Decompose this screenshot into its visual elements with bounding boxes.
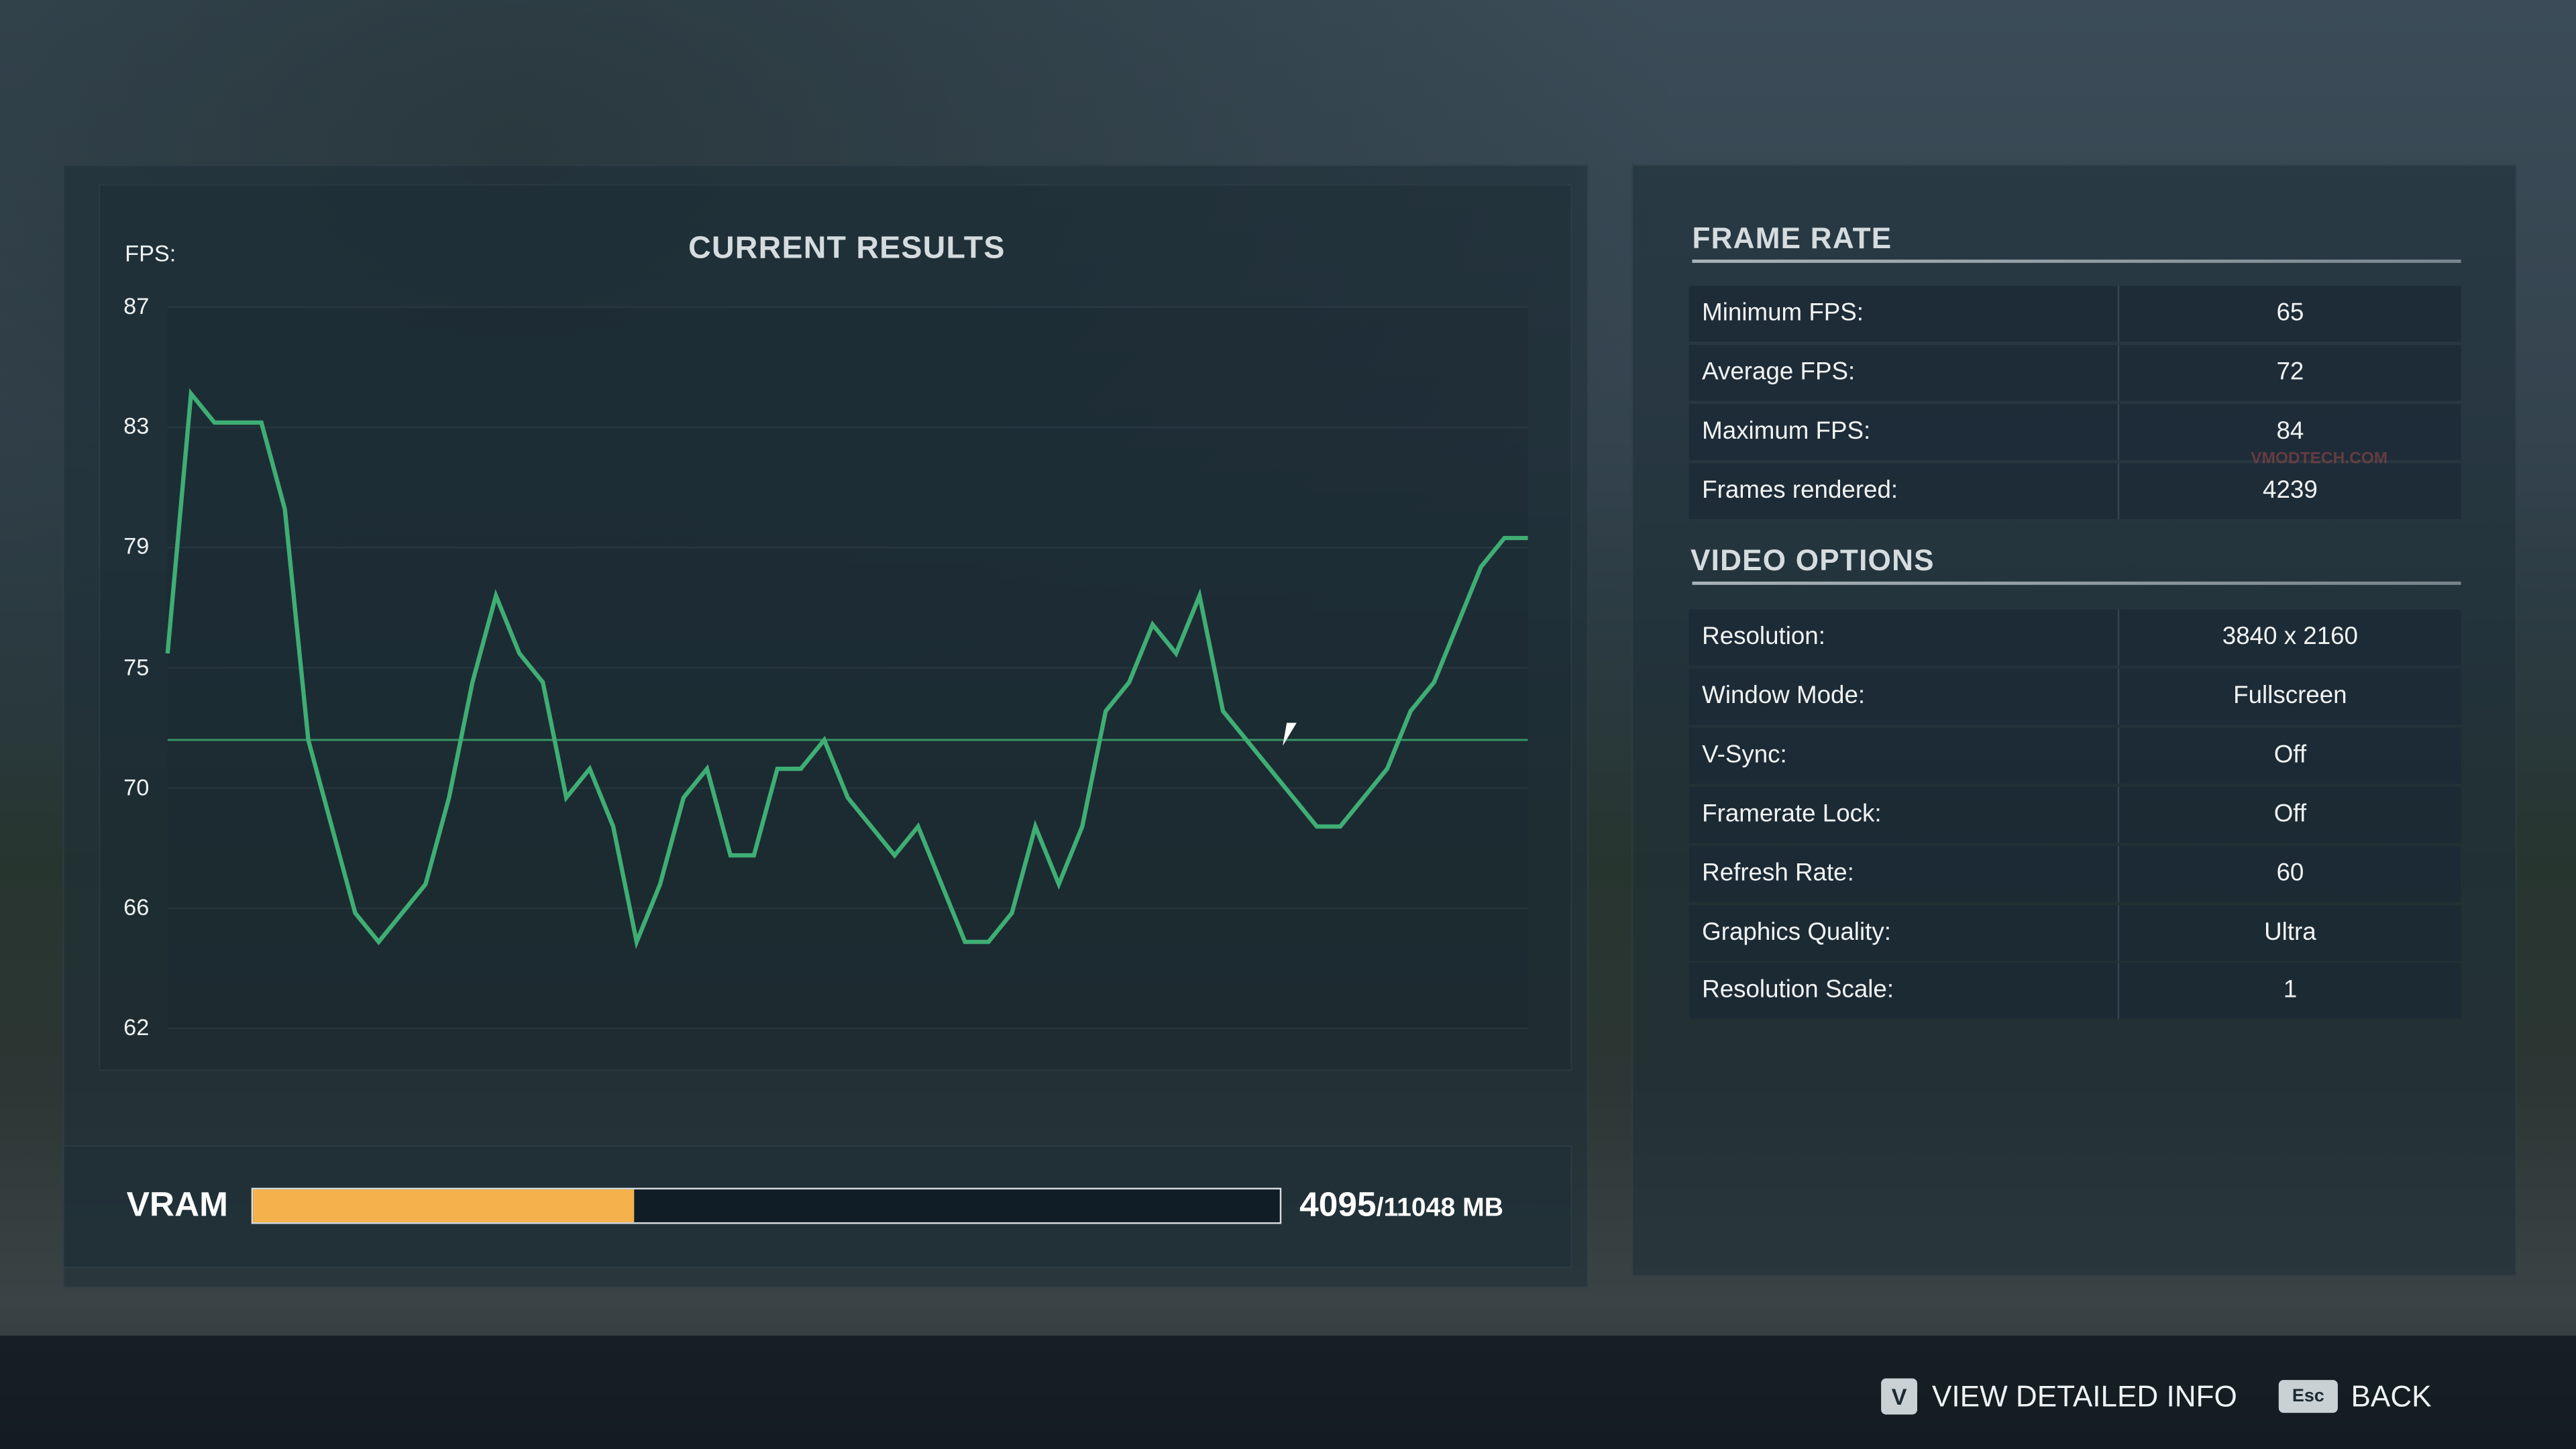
stat-row: Window Mode: Fullscreen xyxy=(1688,668,2461,724)
stat-row: Maximum FPS: 84 xyxy=(1688,403,2461,460)
video-options-divider xyxy=(1692,581,2461,585)
stat-label: Window Mode: xyxy=(1702,682,1866,710)
esc-key-icon: Esc xyxy=(2278,1380,2338,1413)
stat-label: V-Sync: xyxy=(1702,741,1787,769)
stat-value: Off xyxy=(2273,741,2307,769)
column-divider xyxy=(2117,345,2120,401)
column-divider xyxy=(2117,845,2120,902)
footer-bar xyxy=(0,1336,2576,1449)
vram-bar xyxy=(251,1187,1282,1224)
plot-area xyxy=(167,307,1528,1029)
stat-row: Refresh Rate: 60 xyxy=(1688,845,2461,902)
v-key-icon: V xyxy=(1881,1378,1917,1415)
stat-row: Minimum FPS: 65 xyxy=(1688,286,2461,342)
back-label: BACK xyxy=(2351,1379,2432,1412)
stat-row: Resolution: 3840 x 2160 xyxy=(1688,609,2461,665)
vram-label: VRAM xyxy=(126,1186,229,1224)
column-divider xyxy=(2117,963,2120,1020)
stat-value: 65 xyxy=(2276,299,2304,327)
column-divider xyxy=(2117,609,2120,665)
back-button[interactable]: Esc BACK xyxy=(2278,1377,2432,1416)
view-detailed-info-label: VIEW DETAILED INFO xyxy=(1932,1379,2237,1412)
stat-row: Frames rendered: 4239 xyxy=(1688,462,2461,519)
vram-used: 4095 xyxy=(1299,1186,1377,1224)
stat-value: 4239 xyxy=(2263,476,2318,504)
column-divider xyxy=(2117,403,2120,460)
stat-value: 72 xyxy=(2276,358,2304,386)
y-tick-label: 75 xyxy=(123,653,150,680)
y-tick-label: 62 xyxy=(123,1014,150,1040)
frame-rate-title: FRAME RATE xyxy=(1692,221,1892,255)
column-divider xyxy=(2117,786,2120,843)
view-detailed-info-button[interactable]: V VIEW DETAILED INFO xyxy=(1881,1377,2237,1416)
y-tick-label: 70 xyxy=(123,773,150,800)
stat-row: V-Sync: Off xyxy=(1688,727,2461,784)
stat-label: Framerate Lock: xyxy=(1702,799,1882,828)
stat-label: Graphics Quality: xyxy=(1702,917,1891,946)
column-divider xyxy=(2117,904,2120,961)
stat-value: 1 xyxy=(2283,976,2298,1005)
frame-rate-divider xyxy=(1692,259,2461,263)
y-tick-label: 79 xyxy=(123,533,150,559)
stat-row: Resolution Scale: 1 xyxy=(1688,963,2461,1020)
vram-bar-fill xyxy=(253,1189,634,1223)
chart-frame xyxy=(98,184,1572,1071)
stat-label: Maximum FPS: xyxy=(1702,417,1871,445)
stat-value: 60 xyxy=(2276,858,2304,887)
watermark-logo: VMODTECH.COM xyxy=(2251,450,2388,468)
stat-label: Minimum FPS: xyxy=(1702,299,1864,327)
stat-value: Fullscreen xyxy=(2233,682,2347,710)
stat-label: Refresh Rate: xyxy=(1702,858,1854,887)
stat-value: Off xyxy=(2273,799,2307,828)
video-options-title: VIDEO OPTIONS xyxy=(1690,543,1935,577)
stat-label: Average FPS: xyxy=(1702,358,1856,386)
stat-row: Framerate Lock: Off xyxy=(1688,786,2461,843)
stat-row: Graphics Quality: Ultra xyxy=(1688,904,2461,961)
stat-label: Resolution: xyxy=(1702,623,1825,651)
stat-value: Ultra xyxy=(2264,917,2316,946)
column-divider xyxy=(2117,462,2120,519)
stat-value: 84 xyxy=(2276,417,2304,445)
column-divider xyxy=(2117,668,2120,724)
y-tick-label: 66 xyxy=(123,893,150,920)
y-tick-label: 87 xyxy=(123,292,150,319)
results-panel xyxy=(62,164,1589,1289)
fps-axis-label: FPS: xyxy=(125,239,176,266)
stat-label: Resolution Scale: xyxy=(1702,976,1894,1005)
vram-total: /11048 MB xyxy=(1376,1194,1504,1223)
vram-readout: 4095/11048 MB xyxy=(1299,1186,1503,1226)
column-divider xyxy=(2117,286,2120,342)
stat-label: Frames rendered: xyxy=(1702,476,1898,504)
y-tick-label: 83 xyxy=(123,413,150,439)
stat-value: 3840 x 2160 xyxy=(2222,623,2359,651)
current-results-title: CURRENT RESULTS xyxy=(688,231,1006,266)
column-divider xyxy=(2117,727,2120,784)
stat-row: Average FPS: 72 xyxy=(1688,345,2461,401)
